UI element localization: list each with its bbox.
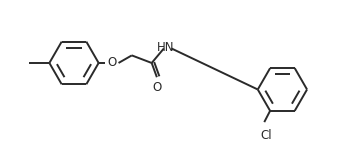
Text: Cl: Cl — [260, 129, 272, 142]
Text: HN: HN — [157, 41, 174, 54]
Text: O: O — [152, 81, 162, 94]
Text: O: O — [107, 56, 116, 69]
